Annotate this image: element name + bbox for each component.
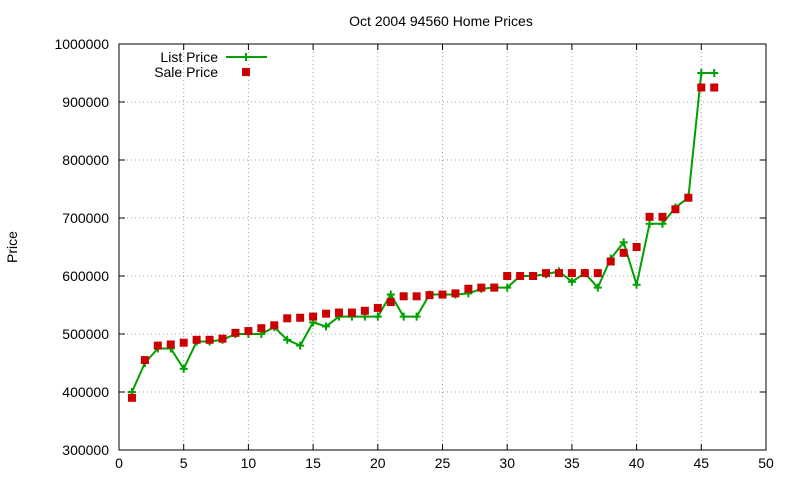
sale-price-point (296, 313, 305, 322)
sale-price-point (231, 328, 240, 337)
list-price-point (619, 238, 628, 247)
list-price-point (179, 364, 188, 373)
sale-price-point (244, 327, 253, 336)
x-tick-label: 0 (115, 455, 123, 471)
list-price-point (386, 290, 395, 299)
x-tick-label: 25 (435, 455, 451, 471)
list-price-point (632, 280, 641, 289)
plot-frame (118, 43, 767, 451)
sale-price-point (257, 324, 266, 333)
y-tick-label: 400000 (62, 384, 109, 400)
list-price-point (567, 277, 576, 286)
sale-price-point (542, 269, 551, 278)
sale-price-point (593, 269, 602, 278)
sale-price-point (529, 272, 538, 280)
sale-price-point (684, 193, 693, 202)
x-tick-label: 10 (241, 455, 257, 471)
sale-price-point (438, 290, 447, 299)
x-tick-label: 35 (564, 455, 580, 471)
x-tick-label: 5 (180, 455, 188, 471)
sale-price-point (192, 335, 201, 344)
sale-price-point (309, 312, 318, 321)
y-tick-label: 500000 (62, 326, 109, 342)
plot-series (127, 69, 719, 402)
sale-price-point (619, 248, 628, 257)
x-tick-label: 45 (694, 455, 710, 471)
sale-price-point (645, 212, 654, 221)
sale-price-point (710, 83, 719, 92)
sale-price-point (554, 269, 563, 278)
sale-price-point (580, 269, 589, 278)
y-tick-label: 300000 (62, 442, 109, 458)
sale-price-point (671, 205, 680, 214)
sale-price-point (490, 283, 499, 292)
grid (119, 44, 766, 450)
sale-price-point (205, 335, 214, 344)
sale-price-point (322, 309, 331, 318)
sale-price-point (386, 298, 395, 307)
list-price-point (322, 322, 331, 331)
y-axis-label: Price (4, 231, 20, 263)
sale-price-point (179, 338, 188, 347)
sale-price-point (516, 272, 525, 280)
sale-price-point (399, 292, 408, 301)
list-price-point (697, 69, 706, 77)
sale-price-point (697, 83, 706, 92)
list-price-point (399, 312, 408, 321)
sale-price-point (503, 272, 512, 280)
sale-price-point (425, 291, 434, 300)
legend: List Price Sale Price (154, 49, 267, 80)
x-tick-label: 50 (758, 455, 774, 471)
sale-price-point (283, 314, 292, 323)
sale-price-point (153, 341, 162, 350)
legend-swatch-sale-price (242, 68, 250, 76)
list-price-point (645, 219, 654, 228)
y-tick-label: 700000 (62, 210, 109, 226)
sale-price-point (334, 308, 343, 317)
sale-price-point (567, 269, 576, 278)
list-price-point (710, 69, 719, 77)
list-price-point (658, 219, 667, 228)
list-price-point (283, 335, 292, 344)
sale-price-point (632, 243, 641, 251)
list-price-point (503, 283, 512, 292)
y-tick-label: 600000 (62, 268, 109, 284)
chart-title: Oct 2004 94560 Home Prices (349, 13, 533, 29)
list-price-point (412, 312, 421, 321)
sale-price-point (477, 283, 486, 292)
legend-label-sale-price: Sale Price (154, 64, 218, 80)
legend-marker-list-price (242, 53, 250, 61)
x-tick-label: 40 (629, 455, 645, 471)
sale-price-point (373, 303, 382, 312)
sale-price-point (218, 334, 227, 343)
sale-price-point (127, 393, 136, 402)
y-tick-label: 900000 (62, 94, 109, 110)
legend-label-list-price: List Price (160, 49, 218, 65)
sale-price-point (451, 289, 460, 298)
y-tick-label: 800000 (62, 152, 109, 168)
x-tick-label: 20 (370, 455, 386, 471)
sale-price-point (140, 356, 149, 365)
x-tick-label: 15 (305, 455, 321, 471)
axis-ticks: 0 5 10 15 20 25 30 35 40 45 50 300000 400000 500000 60… (54, 36, 774, 471)
x-tick-label: 30 (499, 455, 515, 471)
sale-price-point (360, 306, 369, 315)
sale-price-point (606, 257, 615, 266)
list-price-point (296, 341, 305, 350)
list-price-point (373, 312, 382, 321)
y-tick-label: 1000000 (54, 36, 109, 52)
sale-price-point (464, 284, 473, 293)
sale-price-point (658, 212, 667, 221)
sale-price-point (166, 340, 175, 349)
list-price-point (593, 283, 602, 292)
sale-price-point (412, 292, 421, 301)
sale-price-point (270, 321, 279, 330)
series-line-list-price (131, 72, 715, 393)
legend-swatches (226, 53, 267, 76)
sale-price-point (347, 308, 356, 317)
